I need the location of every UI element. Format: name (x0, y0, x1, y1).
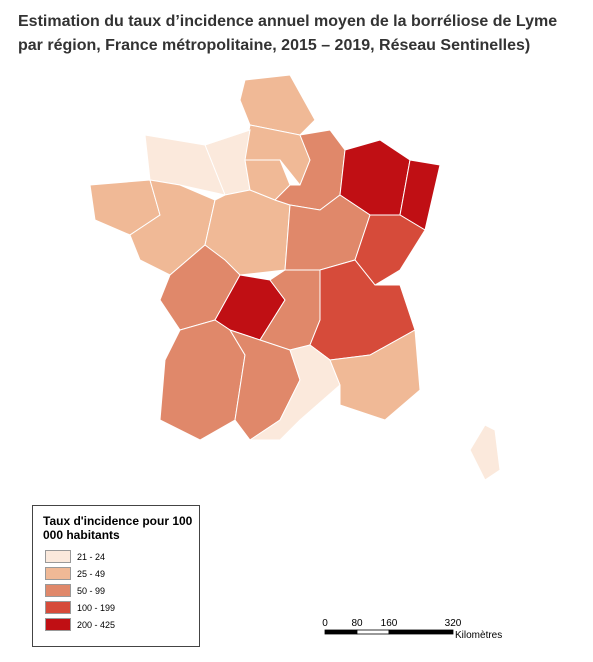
region (329, 329, 421, 421)
legend-item: 100 - 199 (45, 599, 199, 616)
legend-swatch (45, 601, 71, 614)
scale-label: 0 (322, 618, 328, 629)
region (248, 344, 341, 441)
legend-label: 100 - 199 (77, 602, 116, 613)
scale-unit: Kilomètres (455, 630, 502, 641)
legend-item: 25 - 49 (45, 565, 199, 582)
legend-label: 25 - 49 (77, 568, 106, 579)
region (159, 319, 246, 441)
legend: Taux d'incidence pour 100 000 habitants … (32, 505, 200, 647)
legend-item: 50 - 99 (45, 582, 199, 599)
legend-label: 200 - 425 (77, 619, 116, 630)
legend-item: 21 - 24 (45, 548, 199, 565)
legend-label: 50 - 99 (77, 585, 106, 596)
legend-swatch (45, 550, 71, 563)
title: Estimation du taux d’incidence annuel mo… (18, 13, 558, 54)
scale-segment (356, 629, 390, 635)
scale-label: 160 (381, 618, 398, 629)
scale-segment (388, 629, 454, 635)
legend-label: 21 - 24 (77, 551, 106, 562)
legend-swatch (45, 618, 71, 631)
legend-item: 200 - 425 (45, 616, 199, 633)
legend-title: Taux d'incidence pour 100 000 habitants (43, 514, 193, 542)
legend-swatch (45, 584, 71, 597)
scale-label: 320 (445, 618, 462, 629)
scale-segment (324, 629, 358, 635)
region (469, 424, 501, 481)
legend-items: 21 - 24 25 - 49 50 - 99 100 - 199 200 - 425 (33, 548, 199, 633)
legend-swatch (45, 567, 71, 580)
scale-label: 80 (351, 618, 363, 629)
